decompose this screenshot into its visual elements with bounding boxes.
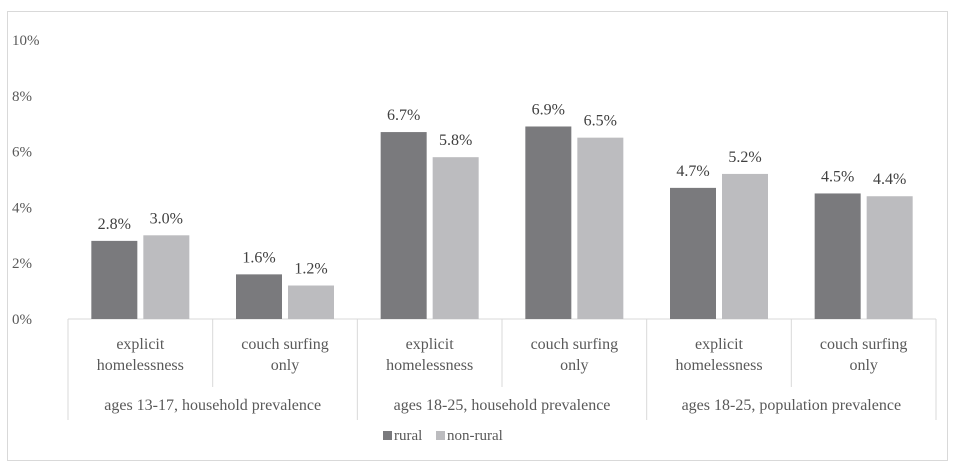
- category-label: only: [271, 357, 299, 374]
- y-tick-label: 10%: [12, 33, 40, 49]
- category-label: couch surfing: [241, 336, 329, 353]
- category-label: homelessness: [386, 357, 473, 374]
- data-label: 3.0%: [150, 210, 183, 227]
- bar-rural: [236, 274, 282, 319]
- category-label: explicit: [695, 336, 744, 353]
- category-label: only: [849, 357, 877, 374]
- category-label: only: [560, 357, 588, 374]
- bar-rural: [380, 132, 427, 319]
- bar-non-rural: [722, 173, 768, 319]
- data-label: 4.4%: [873, 171, 906, 188]
- data-label: 5.8%: [439, 132, 472, 149]
- category-label: couch surfing: [531, 336, 619, 353]
- legend-swatch-rural: [383, 431, 392, 440]
- group-label: ages 18-25, population prevalence: [682, 397, 901, 414]
- data-label: 4.5%: [821, 168, 854, 185]
- group-label: ages 18-25, household prevalence: [394, 397, 611, 414]
- bar-rural: [670, 187, 716, 319]
- y-tick-label: 6%: [12, 145, 32, 161]
- bar-non-rural: [143, 235, 190, 319]
- y-tick-label: 8%: [12, 89, 32, 105]
- y-tick-label: 2%: [12, 256, 32, 272]
- data-label: 6.9%: [532, 101, 565, 118]
- bar-non-rural: [866, 196, 913, 319]
- bar-non-rural: [288, 285, 334, 319]
- y-tick-label: 0%: [12, 312, 32, 328]
- category-label: explicit: [116, 336, 165, 353]
- data-label: 1.2%: [294, 261, 327, 278]
- category-label: explicit: [406, 336, 455, 353]
- group-label: ages 13-17, household prevalence: [104, 397, 321, 414]
- bar-rural: [91, 240, 138, 319]
- legend-label: non-rural: [447, 428, 503, 444]
- legend-swatch-non-rural: [436, 431, 445, 440]
- category-label: homelessness: [97, 357, 184, 374]
- bar-non-rural: [432, 157, 479, 319]
- y-tick-label: 4%: [12, 200, 32, 216]
- data-label: 4.7%: [676, 163, 709, 180]
- category-label: homelessness: [675, 357, 762, 374]
- bar-non-rural: [577, 137, 624, 319]
- bar-rural: [525, 126, 572, 320]
- category-label: couch surfing: [820, 336, 908, 353]
- data-label: 1.6%: [242, 249, 275, 266]
- data-label: 5.2%: [728, 149, 761, 166]
- data-label: 6.7%: [387, 107, 420, 124]
- legend-label: rural: [394, 428, 422, 444]
- data-label: 2.8%: [98, 216, 131, 233]
- data-label: 6.5%: [584, 113, 617, 130]
- bar-rural: [814, 193, 861, 319]
